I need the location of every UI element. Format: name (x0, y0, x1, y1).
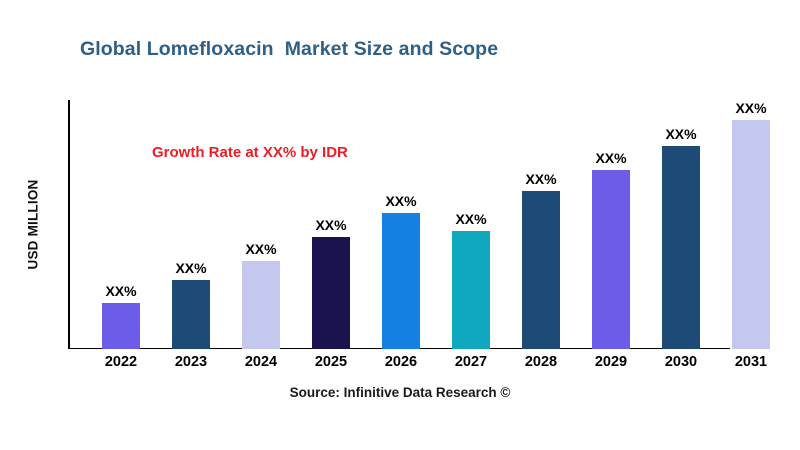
y-axis-line (68, 100, 70, 349)
bar-2022[interactable] (102, 303, 140, 349)
bar-value-label-2028: XX% (525, 171, 557, 187)
plot-area: XX% XX% XX% XX% XX% XX% XX% XX% XX% XX% (68, 100, 788, 349)
bar-2030[interactable] (662, 146, 700, 349)
x-tick-2030: 2030 (664, 354, 698, 370)
bar-value-label-2029: XX% (595, 150, 627, 166)
x-tick-2024: 2024 (244, 354, 278, 370)
bar-2027[interactable] (452, 231, 490, 349)
bar-2031[interactable] (732, 120, 770, 349)
bar-group-2031[interactable]: XX% (716, 100, 786, 349)
x-tick-2025: 2025 (314, 354, 348, 370)
bar-group-2022[interactable]: XX% (86, 100, 156, 349)
bar-group-2030[interactable]: XX% (646, 100, 716, 349)
bar-2024[interactable] (242, 261, 280, 349)
bar-value-label-2027: XX% (455, 211, 487, 227)
bar-2029[interactable] (592, 170, 630, 349)
x-tick-2022: 2022 (104, 354, 138, 370)
y-axis-label: USD MILLION (25, 179, 41, 269)
bar-2026[interactable] (382, 213, 420, 349)
bar-group-2027[interactable]: XX% (436, 100, 506, 349)
bar-value-label-2025: XX% (315, 217, 347, 233)
source-attribution: Source: Infinitive Data Research © (289, 385, 511, 400)
bar-group-2029[interactable]: XX% (576, 100, 646, 349)
x-tick-2026: 2026 (384, 354, 418, 370)
bar-value-label-2026: XX% (385, 193, 417, 209)
x-tick-2027: 2027 (454, 354, 488, 370)
x-tick-2028: 2028 (524, 354, 558, 370)
x-tick-2023: 2023 (174, 354, 208, 370)
bar-2025[interactable] (312, 237, 350, 349)
x-tick-2031: 2031 (734, 354, 768, 370)
growth-rate-annotation: Growth Rate at XX% by IDR (152, 144, 348, 161)
bar-value-label-2023: XX% (175, 260, 207, 276)
y-axis-label-wrapper: USD MILLION (20, 100, 46, 348)
x-axis-tick-labels: 2022 2023 2024 2025 2026 2027 2028 2029 2030 2031 (68, 354, 788, 378)
bar-2023[interactable] (172, 280, 210, 349)
bar-group-2025[interactable]: XX% (296, 100, 366, 349)
bar-group-2024[interactable]: XX% (226, 100, 296, 349)
bar-value-label-2024: XX% (245, 241, 277, 257)
bar-group-2026[interactable]: XX% (366, 100, 436, 349)
bar-group-2023[interactable]: XX% (156, 100, 226, 349)
bar-2028[interactable] (522, 191, 560, 349)
page-title: Global Lomefloxacin Market Size and Scop… (80, 38, 499, 60)
bar-value-label-2022: XX% (105, 283, 137, 299)
bar-group-2028[interactable]: XX% (506, 100, 576, 349)
bar-value-label-2030: XX% (665, 126, 697, 142)
x-tick-2029: 2029 (594, 354, 628, 370)
bar-value-label-2031: XX% (735, 100, 767, 116)
